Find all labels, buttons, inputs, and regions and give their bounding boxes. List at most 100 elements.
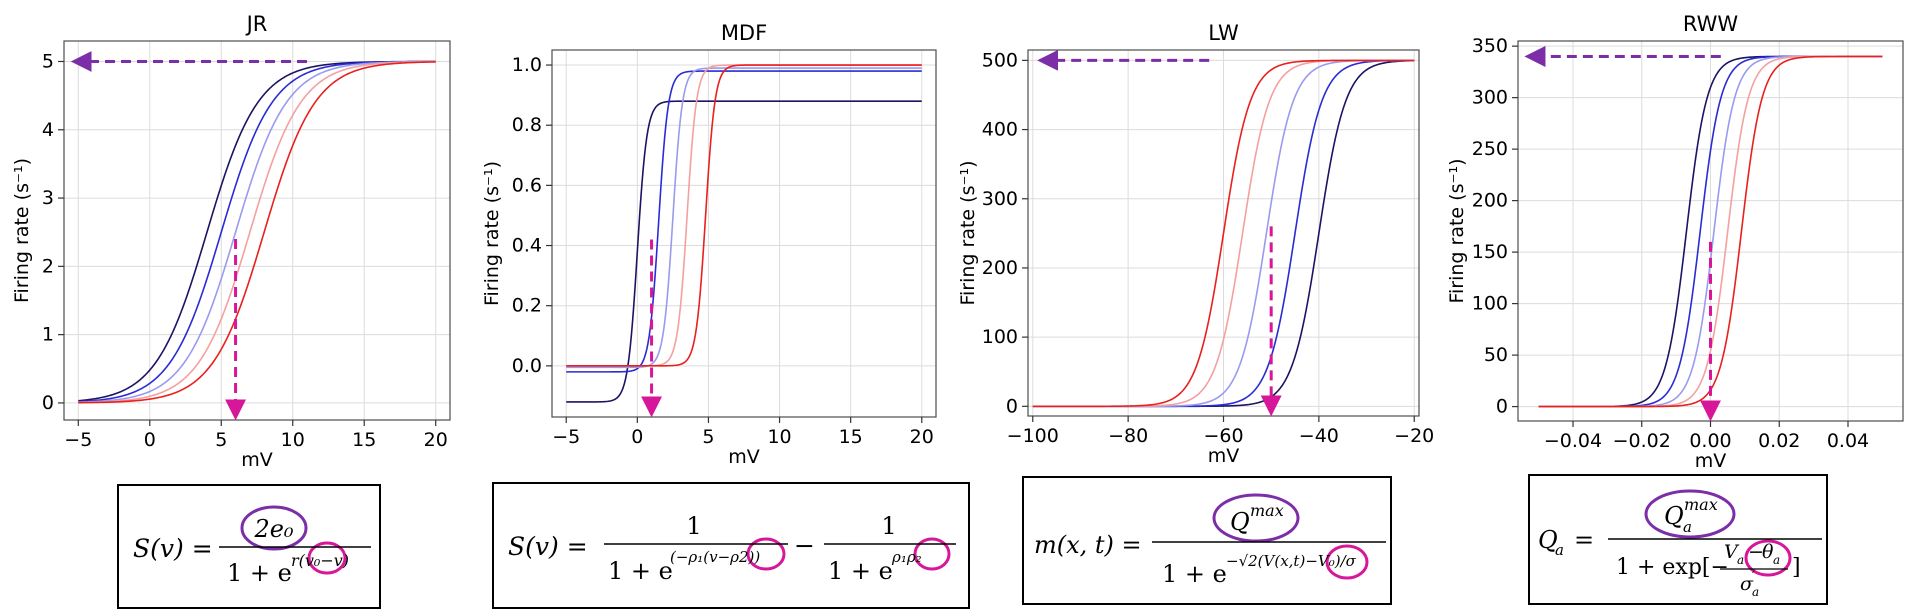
x-axis-label: mV [728, 446, 760, 468]
eq-lw-numerator-sup: max [1250, 501, 1284, 520]
eq-rww-inner-den-sub: a [1752, 585, 1759, 599]
eq-jr-denominator: 1 + e [227, 559, 292, 587]
y-tick-label: 1 [42, 324, 54, 346]
x-tick-label: 0.02 [1758, 430, 1800, 452]
eq-mdf-minus: − [794, 531, 815, 560]
y-tick-label: 100 [1472, 293, 1508, 315]
eq-rww-inner-den: σ [1740, 573, 1754, 595]
eq-mdf-lhs: S(v) = [508, 532, 588, 561]
y-tick-label: 500 [982, 49, 1018, 71]
x-tick-label: 0 [144, 429, 156, 451]
chart-panel-3: −0.04 −0.02 0.00 0.02 0.04 0 50 100 150 200 250 300… [1446, 12, 1904, 472]
series-line-1 [566, 70, 922, 373]
x-tick-label: 15 [352, 429, 376, 451]
y-tick-label: 0.6 [512, 174, 542, 196]
eq-rww-inner-minus: − [1748, 541, 1764, 563]
chart-title: RWW [1683, 12, 1739, 36]
x-axis-label: mV [1695, 450, 1727, 472]
series-line-3 [566, 64, 922, 367]
series-line-4 [566, 64, 922, 367]
purple-circle-qamax [1644, 489, 1736, 539]
eq-rww-inner-num-sub: a [1737, 553, 1744, 567]
purple-circle-qmax [1212, 493, 1300, 543]
magenta-circle-rho2 [746, 537, 786, 571]
y-tick-label: 0.8 [512, 114, 542, 136]
y-axis-label: Firing rate (s⁻¹) [11, 158, 33, 303]
y-tick-label: 2 [42, 255, 54, 277]
y-tick-label: 0 [42, 392, 54, 414]
axes-frame [63, 40, 451, 421]
x-tick-label: −100 [1007, 425, 1059, 447]
x-tick-label: 20 [910, 426, 934, 448]
eq-rww-inner-theta: θ [1762, 541, 1774, 563]
y-tick-label: 100 [982, 326, 1018, 348]
eq-rww-numerator-sup: max [1684, 495, 1718, 514]
y-tick-label: 3 [42, 187, 54, 209]
eq-lw-denominator: 1 + e [1162, 560, 1227, 588]
eq-mdf-term1-den: 1 + e [608, 557, 673, 585]
eq-rww-inner-theta-sub: a [1773, 553, 1780, 567]
series-line-0 [78, 60, 436, 402]
y-tick-label: 0.2 [512, 295, 542, 317]
x-tick-label: 20 [424, 429, 448, 451]
magenta-circle-v0-lw [1325, 544, 1369, 580]
eq-mdf-term2-den: 1 + e [828, 557, 893, 585]
eq-rww-lhs-eq: = [1574, 526, 1594, 554]
eq-mdf-term2-num: 1 [881, 512, 896, 540]
x-tick-label: 10 [767, 426, 791, 448]
y-tick-label: 250 [1472, 138, 1508, 160]
eq-lw-lhs: m(x, t) = [1034, 531, 1142, 559]
y-tick-label: 0.4 [512, 235, 542, 257]
equation-box-rww: Q a = Q a max 1 + exp[− V a − θ a σ a ′ … [1528, 474, 1828, 605]
equation-box-mdf: S(v) = 1 1 + e (−ρ₁(v−ρ2)) − 1 1 + e ρ₁ρ… [492, 482, 970, 609]
purple-circle-2e0 [240, 505, 308, 551]
y-tick-label: 1.0 [512, 54, 542, 76]
eq-mdf-term2-exp: ρ₁ρ₂ [891, 548, 922, 566]
chart-panel-1: −5 0 5 10 15 20 0.0 0.2 0.4 0.6 0.8 1.0 MDF mV Firing … [481, 21, 937, 468]
x-tick-label: 10 [281, 429, 305, 451]
y-tick-label: 200 [1472, 190, 1508, 212]
eq-rww-close: ] [1792, 555, 1801, 580]
y-axis-label: Firing rate (s⁻¹) [957, 160, 979, 305]
series-line-2 [78, 60, 436, 404]
series-line-4 [1032, 59, 1415, 408]
chart-panel-2: −100 −80 −60 −40 −20 0 100 200 300 400 500 LW mV Firi… [957, 21, 1434, 467]
axes-frame [551, 49, 937, 418]
series-line-0 [566, 100, 922, 403]
eq-lw-numerator: Q [1230, 508, 1250, 536]
series-line-3 [78, 60, 436, 404]
y-tick-label: 0 [1496, 396, 1508, 418]
eq-rww-denominator: 1 + exp[− [1616, 555, 1729, 580]
y-tick-label: 200 [982, 257, 1018, 279]
x-tick-label: −40 [1299, 425, 1339, 447]
eq-rww-inner-den-sup: ′ [1752, 569, 1755, 584]
magenta-circle-v0 [307, 541, 347, 575]
x-axis-label: mV [241, 449, 273, 471]
magenta-circle-theta [1744, 539, 1792, 577]
x-tick-label: −0.04 [1544, 430, 1602, 452]
x-tick-label: −5 [64, 429, 92, 451]
x-tick-label: −20 [1394, 425, 1434, 447]
magenta-circle-rho2b [913, 537, 951, 571]
x-tick-label: 0.00 [1689, 430, 1731, 452]
y-tick-label: 5 [42, 50, 54, 72]
eq-lw-exponent: −√2(V(x,t)−V₀)/σ [1226, 552, 1357, 570]
equation-box-jr: S(v) = 2e₀ 1 + e r(v₀−v) [117, 484, 381, 609]
eq-jr-exponent: r(v₀−v) [291, 551, 349, 570]
y-tick-label: 350 [1472, 35, 1508, 57]
x-tick-label: −0.02 [1613, 430, 1671, 452]
y-axis-label: Firing rate (s⁻¹) [481, 161, 503, 306]
eq-jr-numerator: 2e₀ [253, 515, 293, 543]
y-tick-label: 0 [1006, 395, 1018, 417]
chart-title: JR [245, 12, 268, 36]
x-tick-label: −80 [1108, 425, 1148, 447]
x-tick-label: 0 [631, 426, 643, 448]
eq-rww-lhs-sub: a [1555, 541, 1564, 559]
y-tick-label: 50 [1484, 344, 1508, 366]
y-tick-label: 150 [1472, 241, 1508, 263]
y-axis-label: Firing rate (s⁻¹) [1446, 158, 1468, 303]
series-line-2 [566, 67, 922, 369]
eq-rww-numerator: Q [1664, 502, 1684, 530]
chart-panel-0: −5 0 5 10 15 20 0 1 2 3 4 5 JR mV Firing rate (s⁻¹) [11, 12, 451, 471]
